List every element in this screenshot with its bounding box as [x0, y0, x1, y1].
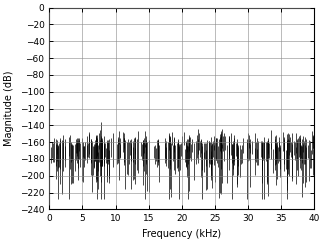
X-axis label: Frequency (kHz): Frequency (kHz): [142, 229, 221, 239]
Y-axis label: Magnitude (dB): Magnitude (dB): [4, 71, 14, 146]
